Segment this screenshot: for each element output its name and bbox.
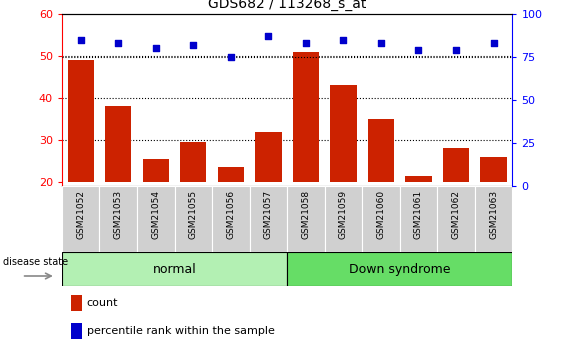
Bar <box>137 186 175 252</box>
Bar <box>175 186 212 252</box>
Bar <box>362 186 400 252</box>
Point <box>189 42 198 48</box>
Text: GSM21057: GSM21057 <box>264 189 273 239</box>
Point <box>452 47 461 53</box>
Text: GSM21054: GSM21054 <box>151 189 160 239</box>
Text: count: count <box>87 298 118 308</box>
Point <box>301 40 310 46</box>
Bar <box>293 52 319 182</box>
Point <box>76 37 85 42</box>
Text: GSM21061: GSM21061 <box>414 189 423 239</box>
Text: disease state: disease state <box>3 257 68 266</box>
Bar <box>71 323 82 339</box>
Bar <box>218 167 244 182</box>
Point <box>489 40 498 46</box>
Bar <box>105 106 131 182</box>
Bar <box>62 186 100 252</box>
Text: percentile rank within the sample: percentile rank within the sample <box>87 326 275 336</box>
Point <box>151 46 160 51</box>
Text: normal: normal <box>153 263 196 276</box>
Text: Down syndrome: Down syndrome <box>349 263 450 276</box>
Text: GSM21053: GSM21053 <box>114 189 123 239</box>
Bar <box>287 186 325 252</box>
Bar <box>405 176 432 182</box>
Text: GSM21055: GSM21055 <box>189 189 198 239</box>
Bar <box>368 119 394 182</box>
Bar <box>62 252 287 286</box>
Point <box>414 47 423 53</box>
Point <box>226 54 235 60</box>
Bar <box>325 186 362 252</box>
Bar <box>142 159 169 182</box>
Bar <box>180 142 207 182</box>
Bar <box>400 186 437 252</box>
Bar <box>249 186 287 252</box>
Text: GSM21059: GSM21059 <box>339 189 348 239</box>
Bar <box>287 252 512 286</box>
Bar <box>68 60 94 182</box>
Bar <box>255 131 282 182</box>
Text: GSM21052: GSM21052 <box>76 189 85 239</box>
Point <box>377 40 386 46</box>
Text: GSM21062: GSM21062 <box>452 189 461 239</box>
Bar <box>437 186 475 252</box>
Text: GSM21063: GSM21063 <box>489 189 498 239</box>
Bar <box>330 85 356 182</box>
Point <box>339 37 348 42</box>
Bar <box>212 186 249 252</box>
Point <box>264 33 273 39</box>
Text: GSM21060: GSM21060 <box>377 189 386 239</box>
Bar <box>480 157 507 182</box>
Bar <box>71 295 82 311</box>
Text: GSM21056: GSM21056 <box>226 189 235 239</box>
Bar <box>443 148 469 182</box>
Point <box>114 40 123 46</box>
Bar <box>100 186 137 252</box>
Text: GSM21058: GSM21058 <box>301 189 310 239</box>
Bar <box>475 186 512 252</box>
Title: GDS682 / 113268_s_at: GDS682 / 113268_s_at <box>208 0 367 11</box>
